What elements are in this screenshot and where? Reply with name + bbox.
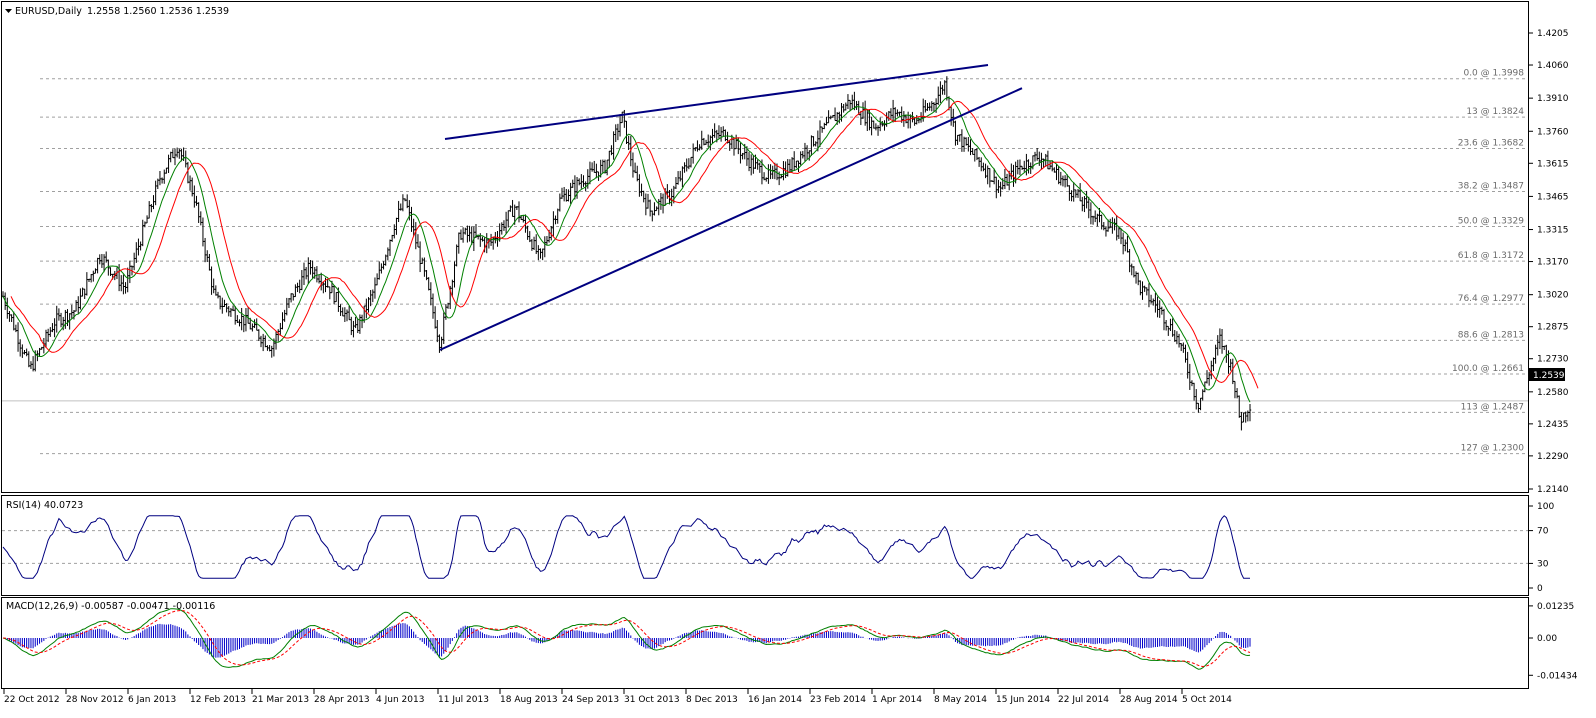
fib-label: 38.2 @ 1.3487 [1458, 182, 1524, 192]
rsi-tick-label: 100 [1537, 502, 1554, 512]
moving-averages [2, 97, 1259, 403]
trendline [439, 87, 1023, 351]
price-tick-label: 1.2875 [1537, 323, 1569, 333]
price-tick-label: 1.3465 [1537, 192, 1569, 202]
price-tick-label: 1.4060 [1537, 61, 1569, 71]
fib-label: 50.0 @ 1.3329 [1458, 216, 1525, 226]
fibonacci-levels: 0.0 @ 1.3998 13 @ 1.3824 23.6 @ 1.3682 38.2… [2, 69, 1528, 455]
time-tick-label: 12 Feb 2013 [190, 695, 246, 705]
time-tick-label: 22 Jul 2014 [1058, 695, 1109, 705]
trendline [444, 64, 989, 140]
price-tick-label: 1.3315 [1537, 226, 1569, 236]
symbol-label: EURUSD,Daily [15, 6, 82, 17]
rsi-tick-label: 30 [1537, 559, 1549, 569]
price-tick-label: 1.3170 [1537, 258, 1569, 268]
time-tick-label: 6 Jan 2013 [128, 695, 176, 705]
time-tick-label: 28 Aug 2014 [1120, 695, 1178, 705]
fib-label: 127 @ 1.2300 [1461, 444, 1525, 454]
fib-label: 23.6 @ 1.3682 [1458, 138, 1524, 148]
main-panel [1, 1, 1529, 493]
time-tick-label: 21 Mar 2013 [252, 695, 309, 705]
fib-label: 0.0 @ 1.3998 [1463, 69, 1524, 79]
fib-label: 113 @ 1.2487 [1461, 402, 1524, 412]
price-tick-label: 1.3910 [1537, 94, 1569, 104]
fib-label: 13 @ 1.3824 [1466, 107, 1524, 117]
trendlines [439, 64, 1023, 351]
ma-fast-line [10, 100, 1259, 389]
price-tick-label: 1.3020 [1537, 291, 1569, 301]
price-tick-label: 1.2580 [1537, 388, 1569, 398]
rsi-tick-label: 0 [1537, 584, 1543, 594]
price-tick-label: 1.3615 [1537, 159, 1569, 169]
time-axis: 22 Oct 2012 28 Nov 2012 6 Jan 2013 12 Feb 2… [3, 689, 1232, 705]
ohlc-values: 1.2558 1.2560 1.2536 1.2539 [87, 6, 229, 17]
rsi-tick-label: 70 [1537, 527, 1549, 537]
time-tick-label: 15 Jun 2014 [996, 695, 1050, 705]
price-tick-label: 1.2730 [1537, 355, 1569, 365]
ma-slow-line [2, 97, 1251, 403]
time-tick-label: 18 Aug 2013 [500, 695, 558, 705]
price-tick-label: 1.4205 [1537, 29, 1569, 39]
macd-tick-label: 0.01235 [1537, 602, 1574, 612]
time-tick-label: 5 Oct 2014 [1182, 695, 1232, 705]
fib-label: 88.6 @ 1.2813 [1458, 330, 1524, 340]
time-tick-label: 22 Oct 2012 [4, 695, 60, 705]
macd-line [2, 608, 1251, 670]
rsi-label: RSI(14) 40.0723 [6, 500, 83, 511]
dropdown-triangle-icon[interactable] [5, 9, 12, 13]
price-tick-label: 1.2435 [1537, 420, 1569, 430]
macd-panel [1, 597, 1529, 689]
time-tick-label: 4 Jun 2013 [376, 695, 424, 705]
current-price-tag [1529, 368, 1565, 381]
rsi-panel [1, 495, 1529, 596]
fib-label: 61.8 @ 1.3172 [1458, 251, 1524, 261]
price-tick-label: 1.2290 [1537, 452, 1569, 462]
fib-label: 100.0 @ 1.2661 [1452, 364, 1524, 374]
price-tick-label: 1.2140 [1537, 485, 1569, 495]
time-tick-label: 8 May 2014 [934, 695, 987, 705]
time-tick-label: 28 Apr 2013 [314, 695, 370, 705]
time-tick-label: 11 Jul 2013 [438, 695, 489, 705]
macd-indicator: 0.01235 0.00 -0.01434 [2, 602, 1578, 681]
time-tick-label: 31 Oct 2013 [624, 695, 680, 705]
price-tick-label: 1.3760 [1537, 127, 1569, 137]
macd-label: MACD(12,26,9) -0.00587 -0.00471 -0.00116 [6, 601, 215, 612]
time-tick-label: 28 Nov 2012 [66, 695, 124, 705]
current-price-label: 1.2539 [1533, 371, 1565, 381]
time-tick-label: 23 Feb 2014 [810, 695, 866, 705]
macd-tick-label: -0.01434 [1537, 671, 1578, 681]
rsi-indicator: 100 70 30 0 [2, 502, 1554, 594]
time-tick-label: 16 Jan 2014 [748, 695, 802, 705]
time-tick-label: 8 Dec 2013 [686, 695, 738, 705]
rsi-line [2, 515, 1250, 579]
macd-signal-line [2, 610, 1251, 668]
time-tick-label: 24 Sep 2013 [562, 695, 619, 705]
price-axis: 1.4205 1.4060 1.3910 1.3760 1.3615 1.3465 1.33… [1528, 29, 1569, 495]
fib-label: 76.4 @ 1.2977 [1458, 294, 1524, 304]
time-tick-label: 1 Apr 2014 [872, 695, 922, 705]
macd-tick-label: 0.00 [1537, 634, 1557, 644]
